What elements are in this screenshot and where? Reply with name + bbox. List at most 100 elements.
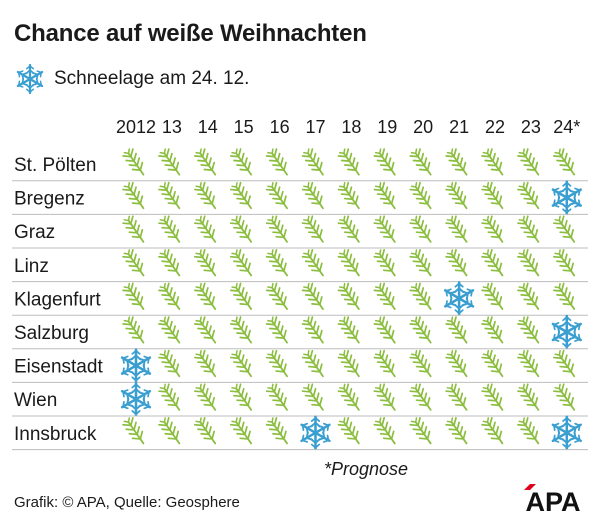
fir-branch-icon — [229, 417, 253, 445]
fir-branch-icon — [517, 215, 540, 243]
year-label: 19 — [377, 117, 397, 137]
fir-branch-icon — [158, 282, 181, 310]
fir-branch-icon — [158, 383, 181, 411]
fir-branch-icon — [158, 349, 181, 378]
fir-branch-icon — [229, 349, 253, 378]
fir-branch-icon — [445, 148, 468, 176]
fir-branch-icon — [122, 282, 145, 310]
city-label: Bregenz — [14, 189, 85, 210]
chart-title: Chance auf weiße Weihnachten — [14, 20, 367, 47]
city-label: St. Pölten — [14, 155, 96, 176]
fir-branch-icon — [337, 181, 360, 210]
snowflake-icon — [551, 314, 582, 350]
fir-branch-icon — [337, 383, 360, 411]
year-label: 13 — [162, 117, 182, 137]
fir-branch-icon — [445, 316, 468, 344]
fir-branch-icon — [158, 249, 181, 277]
year-label: 23 — [521, 117, 541, 137]
fir-branch-icon — [481, 148, 504, 176]
city-label: Graz — [14, 222, 55, 243]
fir-branch-icon — [517, 316, 540, 344]
fir-branch-icon — [409, 316, 432, 344]
fir-branch-icon — [229, 316, 253, 344]
snowflake-icon — [120, 348, 152, 383]
fir-branch-icon — [553, 215, 576, 243]
fir-branch-icon — [194, 383, 217, 411]
fir-branch-icon — [373, 215, 396, 243]
fir-branch-icon — [409, 148, 432, 176]
fir-branch-icon — [481, 316, 504, 344]
fir-branch-icon — [158, 316, 181, 344]
fir-branch-icon — [194, 181, 217, 210]
fir-branch-icon — [409, 383, 432, 411]
fir-branch-icon — [337, 249, 360, 277]
fir-branch-icon — [194, 249, 217, 277]
fir-branch-icon — [194, 282, 217, 310]
fir-branch-icon — [122, 181, 145, 210]
fir-branch-icon — [445, 417, 468, 445]
fir-branch-icon — [229, 249, 253, 277]
fir-branch-icon — [158, 181, 181, 210]
year-label: 2012 — [116, 117, 156, 137]
fir-branch-icon — [265, 417, 288, 445]
city-label: Klagenfurt — [14, 289, 101, 310]
fir-branch-icon — [337, 349, 360, 378]
year-label: 22 — [485, 117, 505, 137]
fir-branch-icon — [373, 282, 396, 310]
fir-branch-icon — [265, 349, 288, 378]
year-label: 17 — [305, 117, 325, 137]
fir-branch-icon — [409, 417, 432, 445]
fir-branch-icon — [445, 181, 468, 210]
fir-branch-icon — [158, 417, 181, 445]
fir-branch-icon — [265, 249, 288, 277]
fir-branch-icon — [301, 383, 324, 411]
fir-branch-icon — [373, 417, 396, 445]
fir-branch-icon — [301, 215, 324, 243]
fir-branch-icon — [194, 148, 217, 176]
city-label: Innsbruck — [14, 424, 97, 445]
city-label: Eisenstadt — [14, 357, 103, 378]
snowflake-icon — [16, 63, 44, 95]
fir-branch-icon — [301, 249, 324, 277]
fir-branch-icon — [265, 148, 288, 176]
fir-branch-icon — [337, 148, 360, 176]
fir-branch-icon — [409, 215, 432, 243]
fir-branch-icon — [373, 349, 396, 378]
fir-branch-icon — [373, 383, 396, 411]
fir-branch-icon — [481, 249, 504, 277]
legend: Schneelage am 24. 12. — [14, 62, 249, 96]
fir-branch-icon — [122, 215, 145, 243]
fir-branch-icon — [517, 349, 540, 378]
fir-branch-icon — [481, 282, 504, 310]
fir-branch-icon — [194, 417, 217, 445]
fir-branch-icon — [517, 249, 540, 277]
fir-branch-icon — [158, 148, 181, 176]
fir-branch-icon — [301, 148, 324, 176]
fir-branch-icon — [553, 282, 576, 310]
apa-logo: APA — [524, 484, 581, 512]
apa-logo-mark — [524, 484, 536, 490]
fir-branch-icon — [229, 148, 253, 176]
fir-branch-icon — [229, 383, 253, 411]
fir-branch-icon — [481, 349, 504, 378]
fir-branch-icon — [229, 282, 253, 310]
fir-branch-icon — [517, 282, 540, 310]
year-label: 16 — [270, 117, 290, 137]
fir-branch-icon — [373, 316, 396, 344]
snowflake-icon — [300, 415, 331, 451]
fir-branch-icon — [301, 349, 324, 378]
fir-branch-icon — [445, 383, 468, 411]
fir-branch-icon — [553, 249, 576, 277]
fir-branch-icon — [265, 181, 288, 210]
fir-branch-icon — [553, 148, 576, 176]
fir-branch-icon — [122, 249, 145, 277]
fir-branch-icon — [122, 148, 145, 176]
fir-branch-icon — [229, 181, 253, 210]
fir-branch-icon — [553, 349, 576, 378]
fir-branch-icon — [337, 417, 360, 445]
fir-branch-icon — [373, 148, 396, 176]
fir-branch-icon — [301, 282, 324, 310]
fir-branch-icon — [373, 249, 396, 277]
fir-branch-icon — [409, 282, 432, 310]
fir-branch-icon — [481, 417, 504, 445]
